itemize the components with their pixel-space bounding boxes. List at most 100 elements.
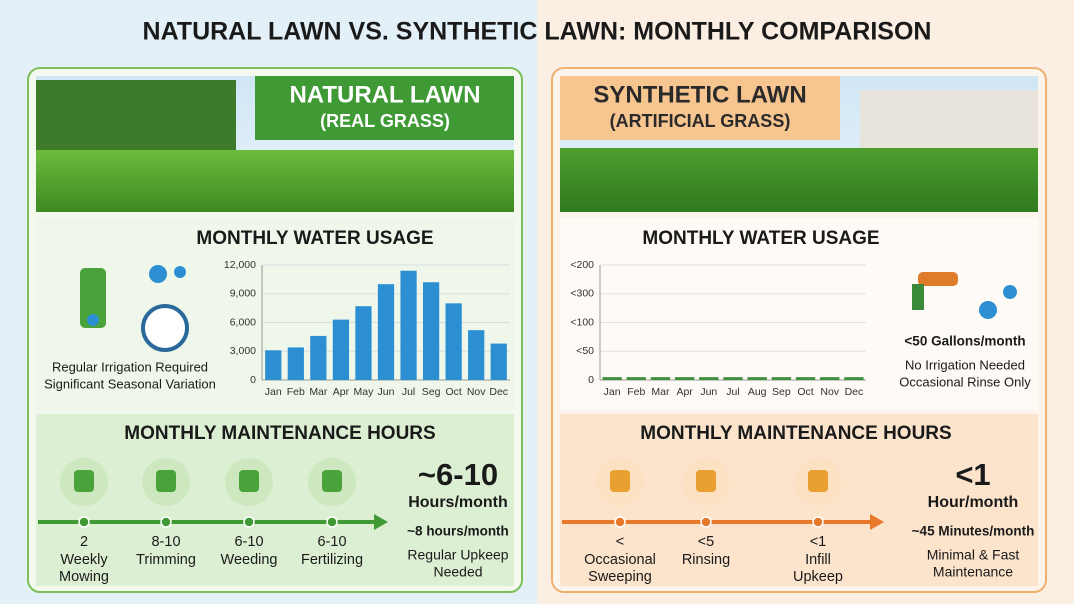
task-label: Occasional — [584, 552, 656, 568]
y-tick-label: <200 — [570, 259, 594, 271]
x-tick-label: Sep — [772, 386, 791, 398]
x-tick-label: Jul — [402, 386, 415, 398]
x-tick-label: Apr — [676, 386, 693, 398]
task-label: Sweeping — [588, 569, 652, 585]
bar — [795, 377, 816, 380]
y-tick-label: <300 — [570, 288, 594, 300]
water-note: Regular Irrigation Required — [52, 359, 208, 374]
y-tick-label: <50 — [576, 345, 594, 357]
bar — [287, 347, 304, 380]
lawn — [36, 150, 514, 212]
panel-subheading: (REAL GRASS) — [320, 111, 450, 131]
x-tick-label: Dec — [845, 386, 864, 398]
bar — [650, 377, 671, 380]
bar — [699, 377, 719, 380]
timeline-dot — [812, 516, 824, 528]
hose-icon — [912, 272, 1017, 319]
y-tick-label: 3,000 — [230, 345, 256, 357]
bar — [723, 377, 743, 380]
task-label: Weeding — [221, 552, 278, 568]
x-tick-label: May — [354, 386, 375, 398]
x-tick-label: Mar — [309, 386, 328, 398]
y-tick-label: <100 — [570, 316, 594, 328]
x-tick-label: Feb — [627, 386, 645, 398]
x-tick-label: Jan — [604, 386, 621, 398]
x-tick-label: Dec — [489, 386, 508, 398]
bar — [674, 377, 695, 380]
bar — [377, 284, 395, 380]
timeline-dot — [614, 516, 626, 528]
task-tool — [74, 470, 94, 492]
task-amount: 6-10 — [234, 534, 263, 550]
timeline-arrow — [374, 514, 388, 530]
timeline-dot — [700, 516, 712, 528]
x-tick-label: Jun — [700, 386, 717, 398]
task-amount: <1 — [810, 534, 827, 550]
task-amount: 2 — [80, 534, 88, 550]
task-tool — [696, 470, 716, 492]
timeline-dot — [326, 516, 338, 528]
bar — [310, 335, 327, 380]
maintenance-note: Needed — [433, 564, 482, 580]
task-amount: < — [616, 534, 624, 550]
maintenance-note: Maintenance — [933, 564, 1013, 580]
x-tick-label: Jan — [265, 386, 282, 398]
water-note: Occasional Rinse Only — [899, 374, 1031, 389]
y-tick-label: 6,000 — [230, 316, 256, 328]
average: ~45 Minutes/month — [912, 524, 1035, 539]
section-title: MONTHLY MAINTENANCE HOURS — [124, 423, 435, 444]
natural-maint-section — [36, 414, 514, 586]
bar — [844, 377, 864, 380]
panel-heading: SYNTHETIC LAWN — [593, 81, 806, 108]
section-title: MONTHLY WATER USAGE — [196, 228, 433, 249]
panel-subheading: (ARTIFICIAL GRASS) — [610, 111, 791, 131]
x-tick-label: Oct — [797, 386, 813, 398]
task-label: Mowing — [59, 569, 109, 585]
average: ~8 hours/month — [407, 524, 509, 539]
x-tick-label: Oct — [445, 386, 461, 398]
timeline-dot — [160, 516, 172, 528]
house — [860, 90, 1038, 150]
task-tool — [239, 470, 259, 492]
water-note: Significant Seasonal Variation — [44, 376, 216, 391]
y-tick-label: 0 — [588, 374, 594, 386]
y-tick-label: 0 — [250, 374, 256, 386]
x-tick-label: Nov — [467, 386, 486, 398]
synthetic-maint-section — [560, 414, 1038, 586]
task-amount: 8-10 — [151, 534, 180, 550]
bar — [445, 303, 462, 380]
bar — [820, 377, 840, 380]
section-title: MONTHLY WATER USAGE — [642, 228, 879, 249]
task-amount: <5 — [698, 534, 715, 550]
title: NATURAL LAWN VS. SYNTHETIC LAWN: MONTHLY… — [143, 18, 932, 46]
task-tool — [156, 470, 176, 492]
bar — [490, 343, 507, 380]
task-label: Weekly — [60, 552, 108, 568]
water-note: <50 Gallons/month — [904, 334, 1025, 349]
section-title: MONTHLY MAINTENANCE HOURS — [640, 423, 951, 444]
x-tick-label: Aug — [748, 386, 767, 398]
x-tick-label: Jun — [378, 386, 395, 398]
y-tick-label: 12,000 — [224, 259, 256, 271]
x-tick-label: Mar — [651, 386, 670, 398]
task-tool — [808, 470, 828, 492]
water-note: No Irrigation Needed — [905, 357, 1025, 372]
bar — [468, 330, 485, 380]
task-label: Infill — [805, 552, 831, 568]
irrigation-icon — [80, 265, 189, 352]
task-tool — [322, 470, 342, 492]
maintenance-note: Minimal & Fast — [927, 547, 1020, 563]
turf — [560, 148, 1038, 212]
bar — [747, 377, 767, 380]
timeline-dot — [243, 516, 255, 528]
panel-heading: NATURAL LAWN — [289, 81, 480, 108]
bar — [771, 377, 792, 380]
total-hours: <1 — [955, 457, 990, 492]
natural-heading-box — [255, 76, 514, 140]
task-label: Rinsing — [682, 552, 730, 568]
task-amount: 6-10 — [317, 534, 346, 550]
total-hours: ~6-10 — [418, 457, 498, 492]
y-tick-label: 9,000 — [230, 288, 256, 300]
trees — [36, 80, 236, 160]
